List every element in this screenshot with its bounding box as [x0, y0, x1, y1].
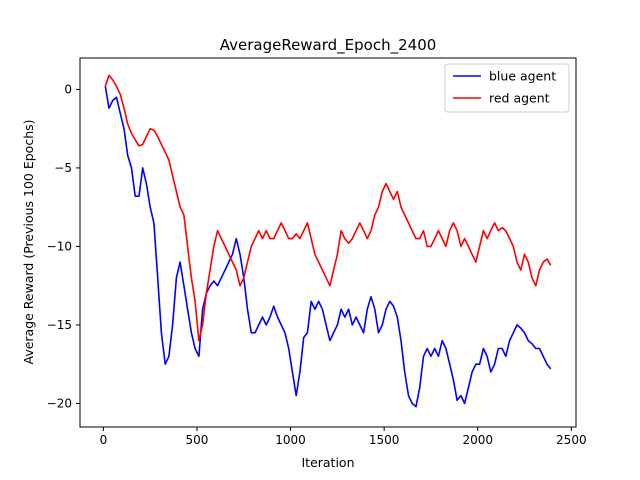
x-axis-label: Iteration [301, 455, 354, 470]
y-tick-label: −20 [47, 396, 72, 410]
y-tick-label: 0 [64, 82, 72, 96]
series-line-blue-agent [104, 86, 552, 408]
x-tick-label: 2000 [462, 433, 493, 447]
y-tick-label: −5 [54, 161, 72, 175]
x-tick-label: 2500 [556, 433, 587, 447]
legend-label: red agent [489, 91, 550, 106]
series-line-red-agent [104, 74, 552, 342]
axes-frame [79, 57, 577, 428]
x-tick-label: 0 [100, 433, 108, 447]
x-tick-label: 1500 [369, 433, 400, 447]
legend: blue agent red agent [444, 63, 570, 113]
y-axis-label: Average Reward (Previous 100 Epochs) [21, 119, 36, 364]
chart-title: AverageReward_Epoch_2400 [220, 36, 437, 55]
legend-label: blue agent [489, 69, 556, 84]
plot-area: 0 500 1000 1500 2000 2500 0 −5 −10 −15 −20 [47, 57, 587, 447]
y-tick-label: −15 [47, 318, 72, 332]
x-tick-label: 500 [186, 433, 209, 447]
y-tick-label: −10 [47, 239, 72, 253]
x-tick-label: 1000 [275, 433, 306, 447]
